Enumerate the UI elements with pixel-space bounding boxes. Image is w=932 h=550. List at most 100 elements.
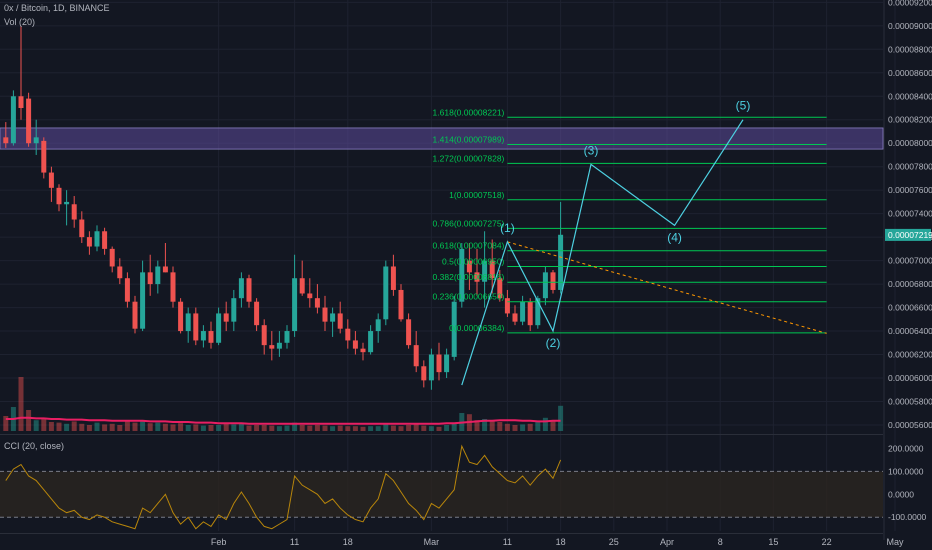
volume-bar bbox=[109, 423, 115, 431]
time-tick-label: 22 bbox=[822, 537, 832, 547]
price-tick-label: 0.00005600 bbox=[888, 420, 932, 430]
price-tick-label: 0.00005800 bbox=[888, 396, 932, 406]
candle-body bbox=[56, 187, 62, 205]
fib-level-label: 0.5(0.00006950) bbox=[442, 256, 505, 266]
volume-bar bbox=[246, 425, 252, 431]
candle-body bbox=[550, 272, 556, 290]
volume-bar bbox=[360, 426, 366, 431]
volume-bar bbox=[322, 425, 328, 431]
volume-bar bbox=[56, 422, 62, 431]
candle-body bbox=[86, 237, 92, 247]
candle-body bbox=[322, 307, 328, 322]
cci-pane bbox=[0, 444, 883, 530]
time-tick-label: Apr bbox=[660, 537, 674, 547]
last-price-tag bbox=[885, 228, 931, 241]
volume-bar bbox=[451, 423, 457, 431]
grid bbox=[0, 0, 896, 531]
candle-body bbox=[109, 248, 115, 267]
volume-bar bbox=[520, 424, 526, 431]
volume-bar bbox=[178, 423, 184, 431]
candle-body bbox=[542, 272, 548, 299]
candle-body bbox=[436, 354, 442, 373]
candle-body bbox=[246, 278, 252, 302]
volume-bar bbox=[368, 426, 374, 431]
volume-bar bbox=[155, 422, 161, 431]
candle-body bbox=[71, 204, 77, 220]
candle-body bbox=[155, 266, 161, 285]
candle-body bbox=[124, 278, 130, 302]
volume-bar bbox=[512, 425, 518, 431]
fib-level-label: 1.272(0.00007828) bbox=[433, 153, 505, 163]
volume-bar bbox=[489, 420, 495, 431]
volume-bar bbox=[390, 425, 396, 431]
candle-body bbox=[413, 345, 419, 367]
volume-bar bbox=[504, 423, 510, 431]
volume-bar bbox=[352, 426, 358, 431]
volume-bar bbox=[307, 425, 313, 431]
price-tick-label: 0.00009000 bbox=[888, 21, 932, 31]
volume-bar bbox=[132, 422, 138, 431]
candle-body bbox=[489, 260, 495, 279]
candle-body bbox=[216, 313, 222, 343]
cci-band bbox=[0, 471, 883, 518]
zone-rect bbox=[0, 127, 884, 150]
volume-bar bbox=[558, 405, 564, 431]
fib-level-label: 1.414(0.00007989) bbox=[433, 135, 505, 145]
volume-bar bbox=[535, 422, 541, 431]
price-tick-label: 0.00008400 bbox=[888, 91, 932, 101]
candle-body bbox=[238, 278, 244, 299]
wave-label: (5) bbox=[736, 99, 751, 113]
candle-body bbox=[170, 272, 176, 302]
candle-body bbox=[64, 201, 70, 205]
volume-bar bbox=[254, 425, 260, 431]
volume-label: Vol (20) bbox=[4, 17, 36, 27]
volume-bar bbox=[330, 426, 336, 431]
candlesticks bbox=[3, 25, 564, 390]
candle-body bbox=[140, 272, 146, 329]
volume-bar bbox=[292, 422, 298, 431]
candle-body bbox=[307, 293, 313, 299]
volume-bar bbox=[398, 426, 404, 431]
candle-body bbox=[33, 137, 39, 144]
candle-body bbox=[162, 266, 168, 273]
candle-body bbox=[383, 266, 389, 320]
symbol-title: 0x / Bitcoin, 1D, BINANCE bbox=[4, 3, 110, 13]
cci-line bbox=[5, 444, 562, 530]
volume-bar bbox=[117, 425, 123, 431]
volume-bar bbox=[64, 423, 70, 431]
volume-bar bbox=[79, 423, 85, 431]
candle-body bbox=[26, 98, 32, 144]
candle-body bbox=[284, 331, 290, 343]
volume-bar bbox=[3, 416, 9, 431]
last-price-label: 0.00007219 bbox=[888, 230, 932, 240]
volume-bar bbox=[231, 424, 237, 431]
fib-level-label: 1.618(0.00008221) bbox=[433, 107, 505, 117]
volume-bar bbox=[550, 420, 556, 431]
price-tick-label: 0.00006400 bbox=[888, 326, 932, 336]
volume-bar bbox=[200, 425, 206, 431]
candle-body bbox=[18, 96, 24, 108]
candle-body bbox=[451, 301, 457, 357]
volume-bar bbox=[375, 426, 381, 431]
candle-body bbox=[330, 313, 336, 322]
time-tick-label: 25 bbox=[609, 537, 619, 547]
volume-bar bbox=[345, 426, 351, 431]
wave-path bbox=[461, 119, 744, 386]
candle-body bbox=[360, 348, 366, 353]
candle-body bbox=[444, 354, 450, 373]
fib-level-label: 0.382(0.00006816) bbox=[433, 272, 505, 282]
volume-bar bbox=[33, 420, 39, 431]
volume-bar bbox=[170, 424, 176, 431]
volume-bar bbox=[48, 422, 54, 431]
elliott-waves: (1) (2) (3) (4) (5) bbox=[461, 99, 751, 386]
volume-bar bbox=[527, 423, 533, 431]
volume-bar bbox=[86, 425, 92, 431]
cci-label: CCI (20, close) bbox=[4, 441, 65, 451]
cci-tick-label: -100.0000 bbox=[888, 512, 927, 522]
time-tick-label: 18 bbox=[343, 537, 353, 547]
candle-body bbox=[527, 301, 533, 326]
price-tick-label: 0.00009200 bbox=[888, 0, 932, 7]
volume-bar bbox=[299, 425, 305, 431]
candle-body bbox=[41, 140, 47, 173]
